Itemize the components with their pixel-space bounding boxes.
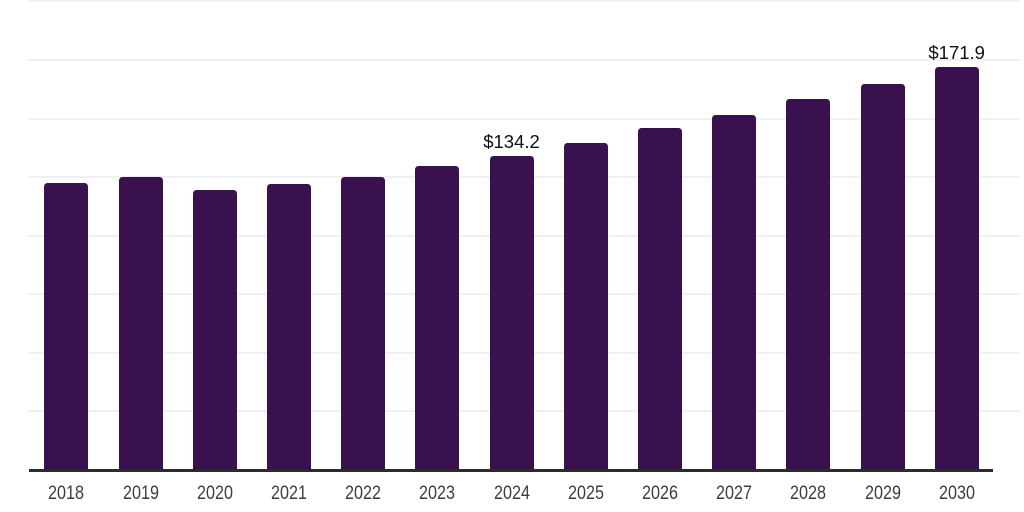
- x-tick-2024: 2024: [493, 483, 530, 504]
- x-tick-2028: 2028: [790, 483, 827, 504]
- gridline: [28, 58, 1020, 61]
- x-tick-2018: 2018: [48, 483, 85, 504]
- value-label-2030: $171.9: [928, 42, 985, 64]
- x-axis-line: [29, 469, 993, 472]
- bar-2024: [489, 155, 534, 470]
- x-tick-2021: 2021: [270, 483, 307, 504]
- bar-2021: [266, 184, 311, 470]
- x-tick-2030: 2030: [938, 483, 975, 504]
- value-label-2024: $134.2: [483, 130, 540, 152]
- bar-2030: [934, 67, 979, 470]
- x-tick-2019: 2019: [122, 483, 159, 504]
- bar-2028: [786, 98, 831, 470]
- bar-2027: [712, 114, 757, 470]
- bar-2023: [415, 166, 460, 470]
- x-tick-2023: 2023: [419, 483, 456, 504]
- x-tick-2022: 2022: [345, 483, 382, 504]
- bar-2029: [860, 83, 905, 470]
- x-tick-2025: 2025: [567, 483, 604, 504]
- bar-2022: [341, 177, 386, 470]
- gridline: [28, 0, 1020, 3]
- bar-2019: [118, 176, 163, 470]
- bar-2025: [563, 142, 608, 470]
- bar-2018: [44, 183, 89, 470]
- x-tick-2029: 2029: [864, 483, 901, 504]
- x-tick-2027: 2027: [716, 483, 753, 504]
- x-tick-2020: 2020: [196, 483, 233, 504]
- gridline: [28, 117, 1020, 120]
- bar-2026: [637, 128, 682, 470]
- x-tick-2026: 2026: [641, 483, 678, 504]
- bar-2020: [192, 190, 237, 470]
